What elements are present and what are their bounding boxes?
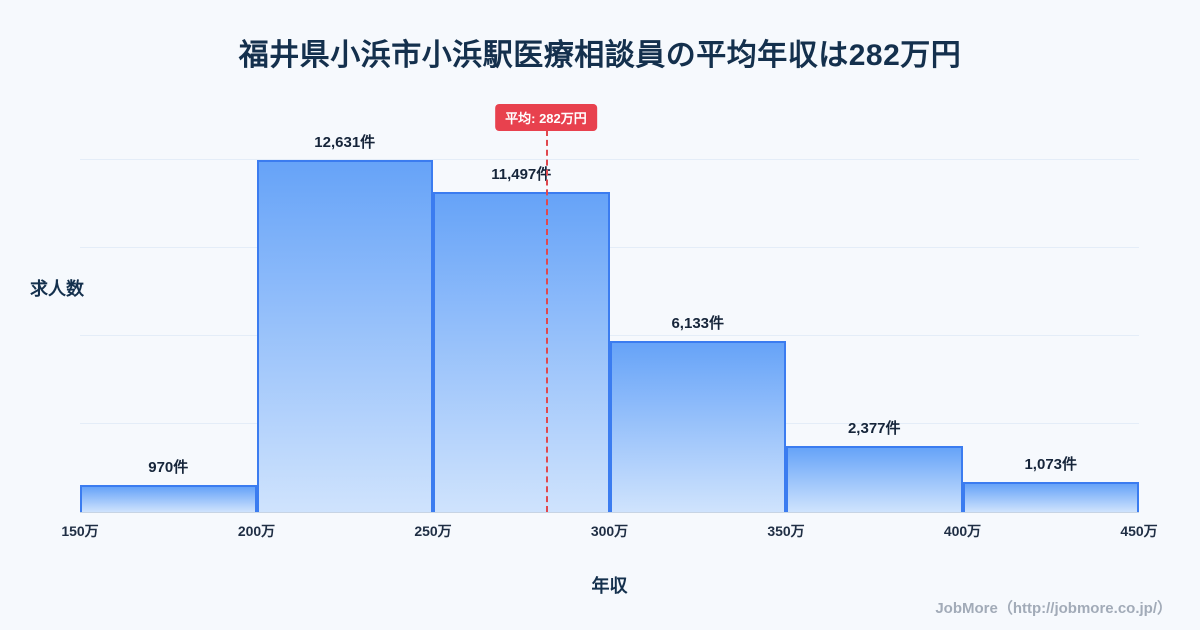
histogram-bin: 6,133件 — [609, 130, 786, 512]
page-title: 福井県小浜市小浜駅医療相談員の平均年収は282万円 — [238, 39, 962, 72]
bar-value-label: 2,377件 — [847, 420, 901, 437]
histogram-bin: 970件 — [80, 130, 257, 512]
bar-value-label: 6,133件 — [671, 315, 725, 332]
histogram-bar — [962, 482, 1139, 512]
average-line — [545, 130, 548, 512]
bar-value-label: 970件 — [148, 459, 189, 476]
gridline — [80, 247, 1139, 248]
x-tick-label: 150万 — [61, 523, 99, 539]
footer-credit: JobMore（http://jobmore.co.jp/） — [935, 600, 1172, 617]
histogram-bin: 1,073件 — [962, 130, 1139, 512]
histogram-bar — [433, 192, 610, 512]
x-axis-label: 年収 — [591, 576, 628, 596]
gridline — [80, 335, 1139, 336]
histogram-bar — [80, 485, 257, 512]
x-tick-label: 450万 — [1120, 523, 1158, 539]
y-axis-label: 求人数 — [30, 279, 84, 299]
histogram-bin: 11,497件 — [433, 130, 610, 512]
x-tick-label: 400万 — [943, 523, 982, 539]
gridline — [80, 159, 1139, 160]
x-tick-label: 300万 — [590, 523, 629, 539]
bar-value-label: 1,073件 — [1024, 456, 1078, 473]
bar-value-label: 12,631件 — [314, 134, 376, 151]
plot-area: 平均: 282万円 150万 200万 250万 300万 350万 400万 450万 9… — [61, 104, 1158, 539]
x-tick-label: 200万 — [237, 523, 276, 539]
average-badge: 平均: 282万円 — [495, 104, 597, 131]
histogram-bin: 12,631件 — [256, 130, 433, 512]
histogram-bar — [609, 341, 786, 512]
histogram-bin: 2,377件 — [786, 130, 963, 512]
bar-value-label: 11,497件 — [491, 166, 552, 183]
x-tick-label: 250万 — [414, 523, 452, 539]
x-tick-label: 350万 — [767, 523, 805, 539]
histogram-bar — [256, 160, 433, 512]
x-axis-ticks: 150万 200万 250万 300万 350万 400万 450万 — [61, 521, 1157, 541]
histogram-bar — [786, 446, 963, 512]
